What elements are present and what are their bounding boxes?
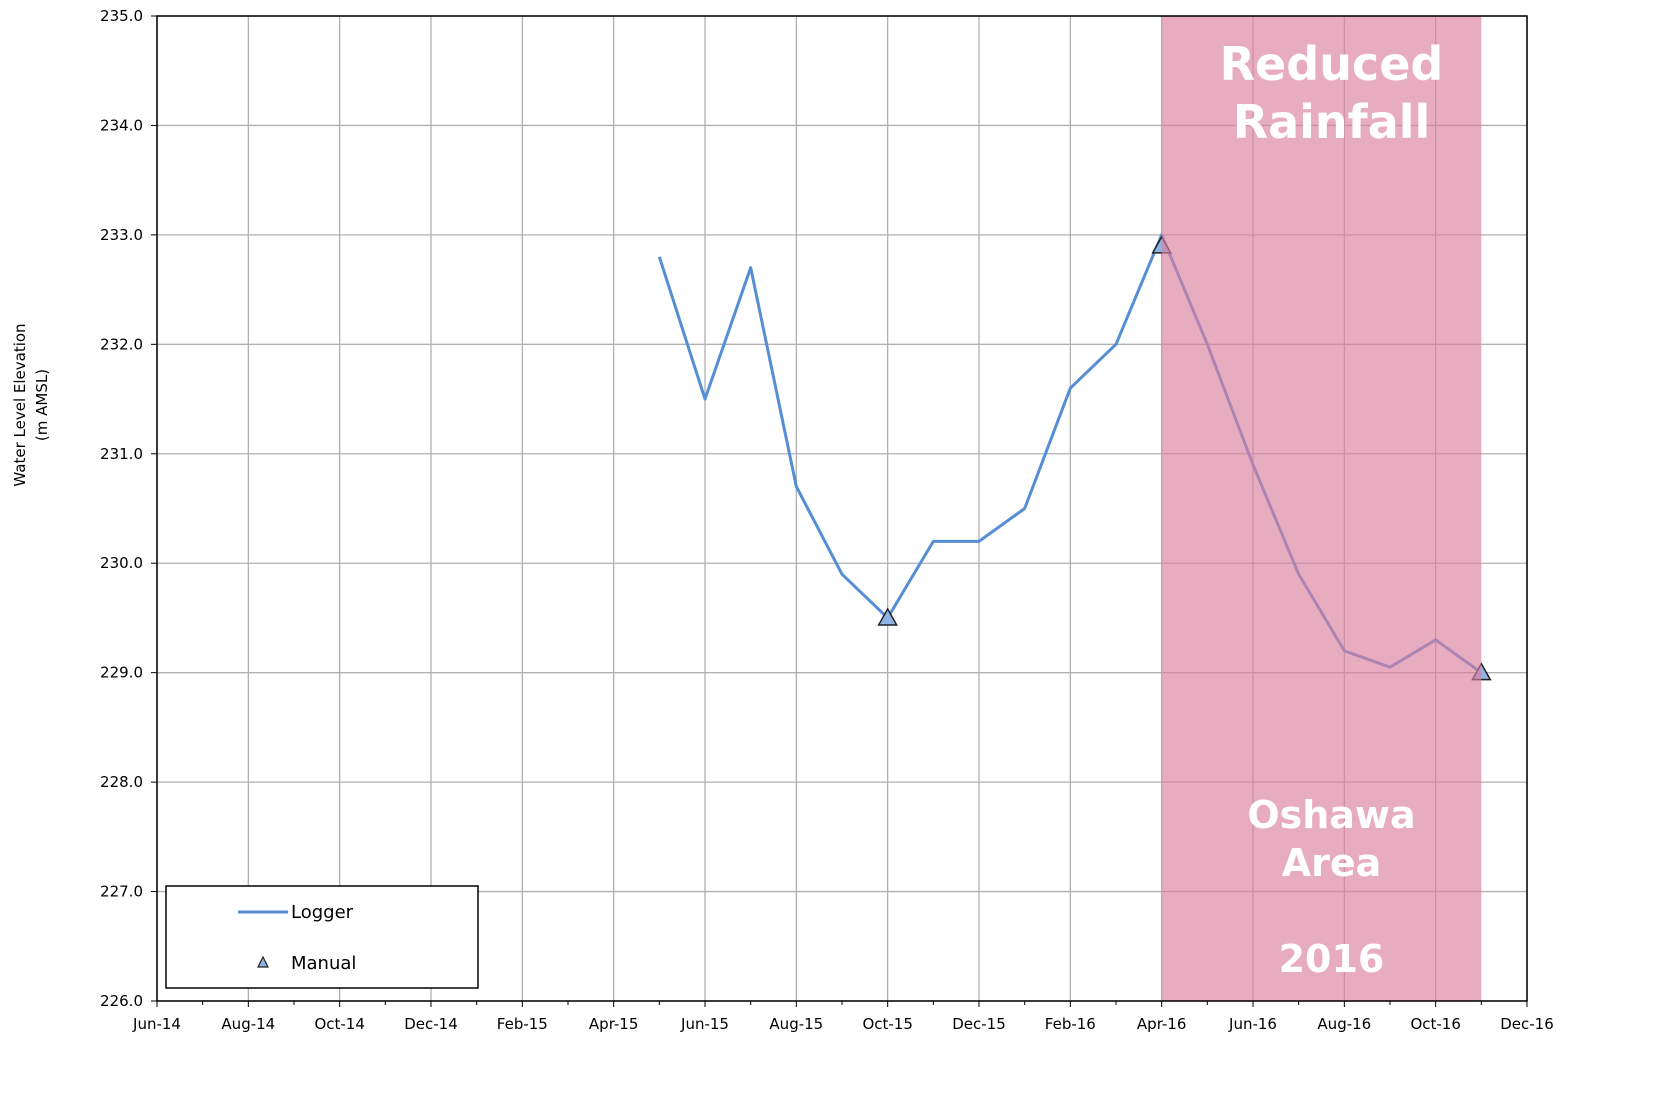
x-tick-label: Oct-15 bbox=[862, 1015, 912, 1033]
shaded-region bbox=[1161, 16, 1482, 1001]
y-tick-label: 227.0 bbox=[100, 883, 143, 901]
x-tick-label: Jun-14 bbox=[132, 1015, 181, 1033]
x-tick-label: Feb-15 bbox=[497, 1015, 548, 1033]
y-tick-label: 229.0 bbox=[100, 664, 143, 682]
y-axis-label: Water Level Elevation bbox=[11, 323, 29, 486]
x-tick-label: Oct-16 bbox=[1410, 1015, 1460, 1033]
x-tick-label: Jun-15 bbox=[680, 1015, 729, 1033]
y-tick-label: 226.0 bbox=[100, 992, 143, 1010]
region-label: Area bbox=[1282, 841, 1382, 885]
x-tick-label: Apr-16 bbox=[1137, 1015, 1187, 1033]
y-tick-label: 230.0 bbox=[100, 554, 143, 572]
y-tick-label: 231.0 bbox=[100, 445, 143, 463]
x-tick-label: Aug-16 bbox=[1317, 1015, 1371, 1033]
legend-label: Manual bbox=[291, 953, 356, 974]
legend-marker bbox=[257, 955, 269, 968]
x-tick-label: Aug-14 bbox=[221, 1015, 275, 1033]
y-tick-label: 228.0 bbox=[100, 773, 143, 791]
y-tick-label: 233.0 bbox=[100, 226, 143, 244]
x-tick-label: Oct-14 bbox=[314, 1015, 364, 1033]
y-tick-label: 232.0 bbox=[100, 335, 143, 353]
region-label: 2016 bbox=[1279, 937, 1385, 981]
x-tick-label: Apr-15 bbox=[589, 1015, 639, 1033]
region-label: Reduced bbox=[1220, 37, 1444, 91]
x-tick-label: Feb-16 bbox=[1045, 1015, 1096, 1033]
x-tick-label: Jun-16 bbox=[1228, 1015, 1277, 1033]
y-tick-label: 234.0 bbox=[100, 116, 143, 134]
region-label: Oshawa bbox=[1247, 793, 1415, 837]
x-tick-label: Aug-15 bbox=[769, 1015, 823, 1033]
plot-frame bbox=[156, 15, 1528, 1002]
x-tick-label: Dec-16 bbox=[1500, 1015, 1554, 1033]
legend-label: Logger bbox=[291, 902, 354, 923]
y-axis-label: (m AMSL) bbox=[33, 369, 51, 441]
y-tick-label: 235.0 bbox=[100, 7, 143, 25]
x-tick-label: Dec-14 bbox=[404, 1015, 458, 1033]
legend-box bbox=[165, 885, 479, 989]
region-label: Rainfall bbox=[1233, 95, 1431, 149]
x-tick-label: Dec-15 bbox=[952, 1015, 1006, 1033]
manual-marker bbox=[877, 607, 898, 626]
